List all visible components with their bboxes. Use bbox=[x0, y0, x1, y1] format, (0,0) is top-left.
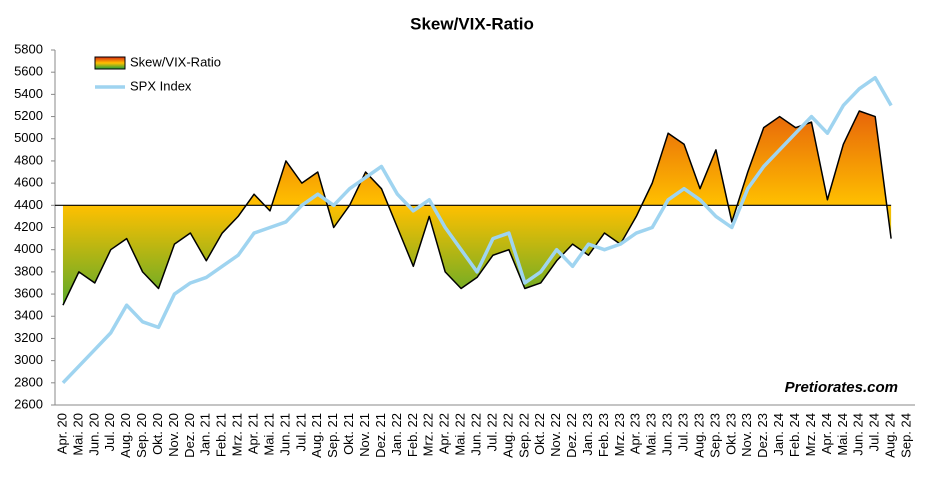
y-tick-label: 5600 bbox=[14, 64, 43, 79]
x-tick-label: Aug. 24 bbox=[883, 413, 898, 458]
y-tick-label: 3600 bbox=[14, 286, 43, 301]
x-tick-label: Mai. 21 bbox=[261, 413, 276, 456]
y-tick-label: 4400 bbox=[14, 197, 43, 212]
x-tick-label: Jul. 20 bbox=[102, 413, 117, 451]
y-tick-label: 4800 bbox=[14, 152, 43, 167]
x-tick-label: Aug. 22 bbox=[500, 413, 515, 458]
x-tick-label: Mrz. 22 bbox=[421, 413, 436, 456]
x-tick-label: Mai. 20 bbox=[70, 413, 85, 456]
x-tick-label: Jan. 23 bbox=[580, 413, 595, 456]
chart-title: Skew/VIX-Ratio bbox=[410, 14, 534, 33]
x-tick-label: Jun. 22 bbox=[468, 413, 483, 456]
x-tick-label: Jul. 22 bbox=[484, 413, 499, 451]
x-tick-label: Mai. 22 bbox=[453, 413, 468, 456]
x-tick-label: Mai. 23 bbox=[644, 413, 659, 456]
y-tick-label: 2600 bbox=[14, 396, 43, 411]
x-tick-label: Mrz. 24 bbox=[803, 413, 818, 456]
x-tick-label: Okt. 23 bbox=[723, 413, 738, 455]
x-tick-label: Feb. 23 bbox=[596, 413, 611, 457]
legend-swatch bbox=[94, 56, 126, 70]
x-tick-label: Apr. 22 bbox=[437, 413, 452, 454]
y-tick-label: 3400 bbox=[14, 308, 43, 323]
x-tick-label: Mrz. 23 bbox=[612, 413, 627, 456]
y-tick-label: 5800 bbox=[14, 41, 43, 56]
x-tick-label: Sep. 24 bbox=[898, 413, 913, 458]
x-tick-label: Mai. 24 bbox=[835, 413, 850, 456]
y-tick-label: 3200 bbox=[14, 330, 43, 345]
annotation: Pretiorates.com bbox=[785, 379, 898, 396]
area bbox=[62, 111, 892, 306]
x-tick-label: Jun. 20 bbox=[86, 413, 101, 456]
x-tick-label: Jun. 24 bbox=[851, 413, 866, 456]
x-tick-label: Aug. 20 bbox=[118, 413, 133, 458]
y-tick-label: 4200 bbox=[14, 219, 43, 234]
x-tick-label: Jun. 21 bbox=[277, 413, 292, 456]
x-tick-label: Sep. 23 bbox=[707, 413, 722, 458]
line bbox=[62, 110, 892, 306]
x-tick-label: Dez. 22 bbox=[564, 413, 579, 458]
x-tick-label: Apr. 21 bbox=[246, 413, 261, 454]
x-tick-label: Apr. 23 bbox=[628, 413, 643, 454]
x-tick-label: Jun. 23 bbox=[660, 413, 675, 456]
x-tick-label: Sep. 22 bbox=[516, 413, 531, 458]
x-tick-label: Feb. 22 bbox=[405, 413, 420, 457]
legend-label: SPX Index bbox=[130, 78, 192, 93]
y-tick-label: 3000 bbox=[14, 352, 43, 367]
x-tick-label: Dez. 20 bbox=[182, 413, 197, 458]
y-tick-label: 5400 bbox=[14, 86, 43, 101]
x-tick-label: Apr. 24 bbox=[819, 413, 834, 454]
y-tick-label: 4000 bbox=[14, 241, 43, 256]
x-tick-label: Sep. 20 bbox=[134, 413, 149, 458]
x-tick-label: Feb. 21 bbox=[214, 413, 229, 457]
x-tick-label: Jan. 22 bbox=[389, 413, 404, 456]
line bbox=[61, 75, 893, 385]
x-tick-label: Jul. 23 bbox=[676, 413, 691, 451]
x-tick-label: Nov. 21 bbox=[357, 413, 372, 457]
x-tick-label: Dez. 21 bbox=[373, 413, 388, 458]
x-tick-label: Mrz. 21 bbox=[230, 413, 245, 456]
x-tick-label: Dez. 23 bbox=[755, 413, 770, 458]
x-tick-label: Okt. 20 bbox=[150, 413, 165, 455]
x-tick-label: Nov. 22 bbox=[548, 413, 563, 457]
y-tick-label: 5200 bbox=[14, 108, 43, 123]
y-tick-label: 5000 bbox=[14, 130, 43, 145]
x-tick-label: Okt. 21 bbox=[341, 413, 356, 455]
legend-label: Skew/VIX-Ratio bbox=[130, 54, 221, 69]
x-tick-label: Jan. 21 bbox=[198, 413, 213, 456]
x-tick-label: Okt. 22 bbox=[532, 413, 547, 455]
y-tick-label: 2800 bbox=[14, 374, 43, 389]
x-tick-label: Sep. 21 bbox=[325, 413, 340, 458]
y-tick-label: 4600 bbox=[14, 175, 43, 190]
x-tick-label: Nov. 23 bbox=[739, 413, 754, 457]
x-tick-label: Jan. 24 bbox=[771, 413, 786, 456]
x-tick-label: Jul. 24 bbox=[867, 413, 882, 451]
x-tick-label: Jul. 21 bbox=[293, 413, 308, 451]
x-tick-label: Nov. 20 bbox=[166, 413, 181, 457]
x-tick-label: Aug. 21 bbox=[309, 413, 324, 458]
y-tick-label: 3800 bbox=[14, 263, 43, 278]
x-tick-label: Aug. 23 bbox=[691, 413, 706, 458]
x-tick-label: Feb. 24 bbox=[787, 413, 802, 457]
x-tick-label: Apr. 20 bbox=[54, 413, 69, 454]
